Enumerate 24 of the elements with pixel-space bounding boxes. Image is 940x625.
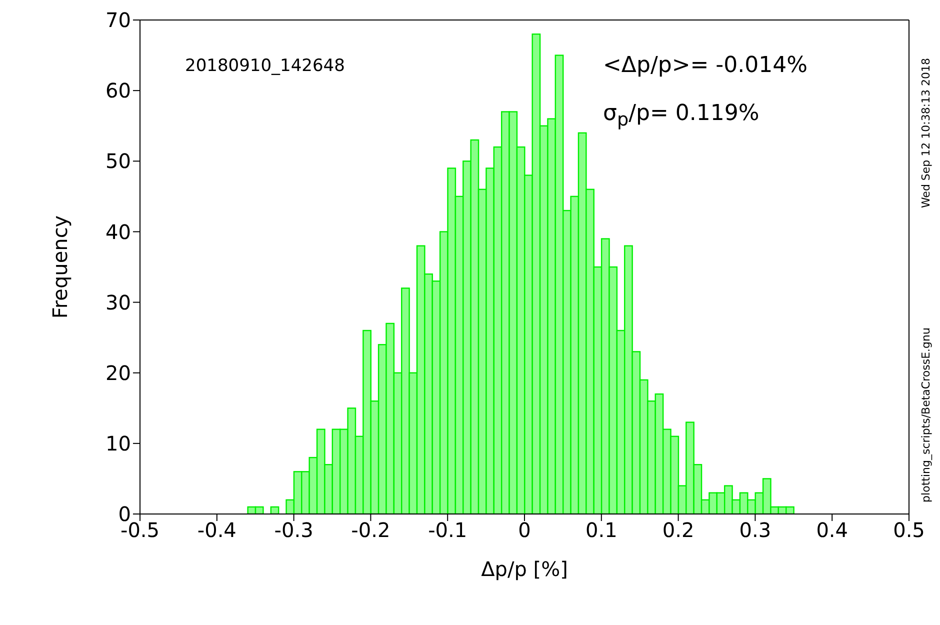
text: Wed Sep 12 10:38:13 2018 [920,58,932,208]
x-tick-label: 0 [518,518,531,542]
annotation: 20180910_142648 [185,56,345,76]
x-tick-label: -0.2 [351,518,390,542]
y-tick-label: 10 [106,432,131,456]
text: plotting_scripts/BetaCrossE.gnu [920,328,932,502]
y-tick-label: 60 [106,78,131,103]
x-tick-label: -0.4 [197,518,236,542]
x-tick-label: -0.1 [428,518,468,542]
y-tick-label: 30 [106,290,131,314]
annotation: <Δp/p>= -0.014% [603,53,808,78]
x-axis-title: Δp/p [%] [481,557,568,581]
y-tick-label: 20 [106,360,131,385]
annotation: σ$_{p}$/p= 0.119% [603,101,760,130]
x-tick-label: 0.4 [816,518,848,542]
x-tick-label: -0.3 [274,518,314,542]
x-tick-label: 0.3 [739,518,772,542]
y-tick-label: 70 [106,8,131,32]
x-tick-label: 0.5 [893,518,925,542]
y-tick-label: 50 [106,149,131,174]
x-tick-label: 0.2 [662,518,694,542]
y-tick-label: 40 [106,220,131,244]
y-axis-title: Frequency [48,215,72,319]
x-tick-label: 0.1 [585,518,618,542]
